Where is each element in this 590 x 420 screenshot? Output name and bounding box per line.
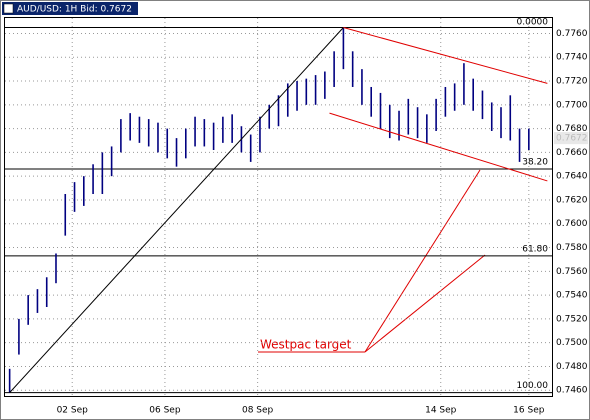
y-tick-label: 0.7680 <box>556 124 588 134</box>
y-tick-label: 0.7660 <box>556 148 588 158</box>
y-tick-label: 0.7740 <box>556 53 588 63</box>
last-price-box <box>554 132 588 145</box>
x-tick-label: 08 Sep <box>242 406 274 416</box>
y-tick-label: 0.7480 <box>556 362 588 372</box>
trend-line <box>9 27 344 393</box>
y-tick-label: 0.7460 <box>556 386 588 396</box>
trend-line <box>329 112 548 182</box>
annotation-arrow <box>364 169 481 353</box>
plot-frame <box>4 17 553 397</box>
fib-label: 61.80 <box>522 244 548 254</box>
x-tick-label: 14 Sep <box>425 406 457 416</box>
trend-line <box>343 27 548 84</box>
y-tick-label: 0.7560 <box>556 267 588 277</box>
title-icon <box>3 3 14 14</box>
fib-label: 100.00 <box>517 381 549 391</box>
y-tick-label: 0.7580 <box>556 243 588 253</box>
y-tick-label: 0.7720 <box>556 77 588 87</box>
x-tick-label: 06 Sep <box>149 406 181 416</box>
y-tick-label: 0.7540 <box>556 291 588 301</box>
chart-title: AUD/USD: 1H Bid: 0.7672 <box>17 5 132 15</box>
x-tick-label: 02 Sep <box>57 406 89 416</box>
x-tick-label: 16 Sep <box>513 406 545 416</box>
y-tick-label: 0.7620 <box>556 195 588 205</box>
y-tick-label: 0.7640 <box>556 172 588 182</box>
y-tick-label: 0.7700 <box>556 100 588 110</box>
fib-label: 0.0000 <box>517 18 549 28</box>
fib-label: 38.20 <box>522 158 548 168</box>
y-tick-label: 0.7500 <box>556 338 588 348</box>
y-tick-label: 0.7760 <box>556 29 588 39</box>
y-tick-label: 0.7600 <box>556 219 588 229</box>
last-price-label: 0.7672 <box>556 134 588 144</box>
y-tick-label: 0.7520 <box>556 314 588 324</box>
annotation: Westpac target <box>260 338 352 352</box>
title-bar <box>2 2 138 15</box>
